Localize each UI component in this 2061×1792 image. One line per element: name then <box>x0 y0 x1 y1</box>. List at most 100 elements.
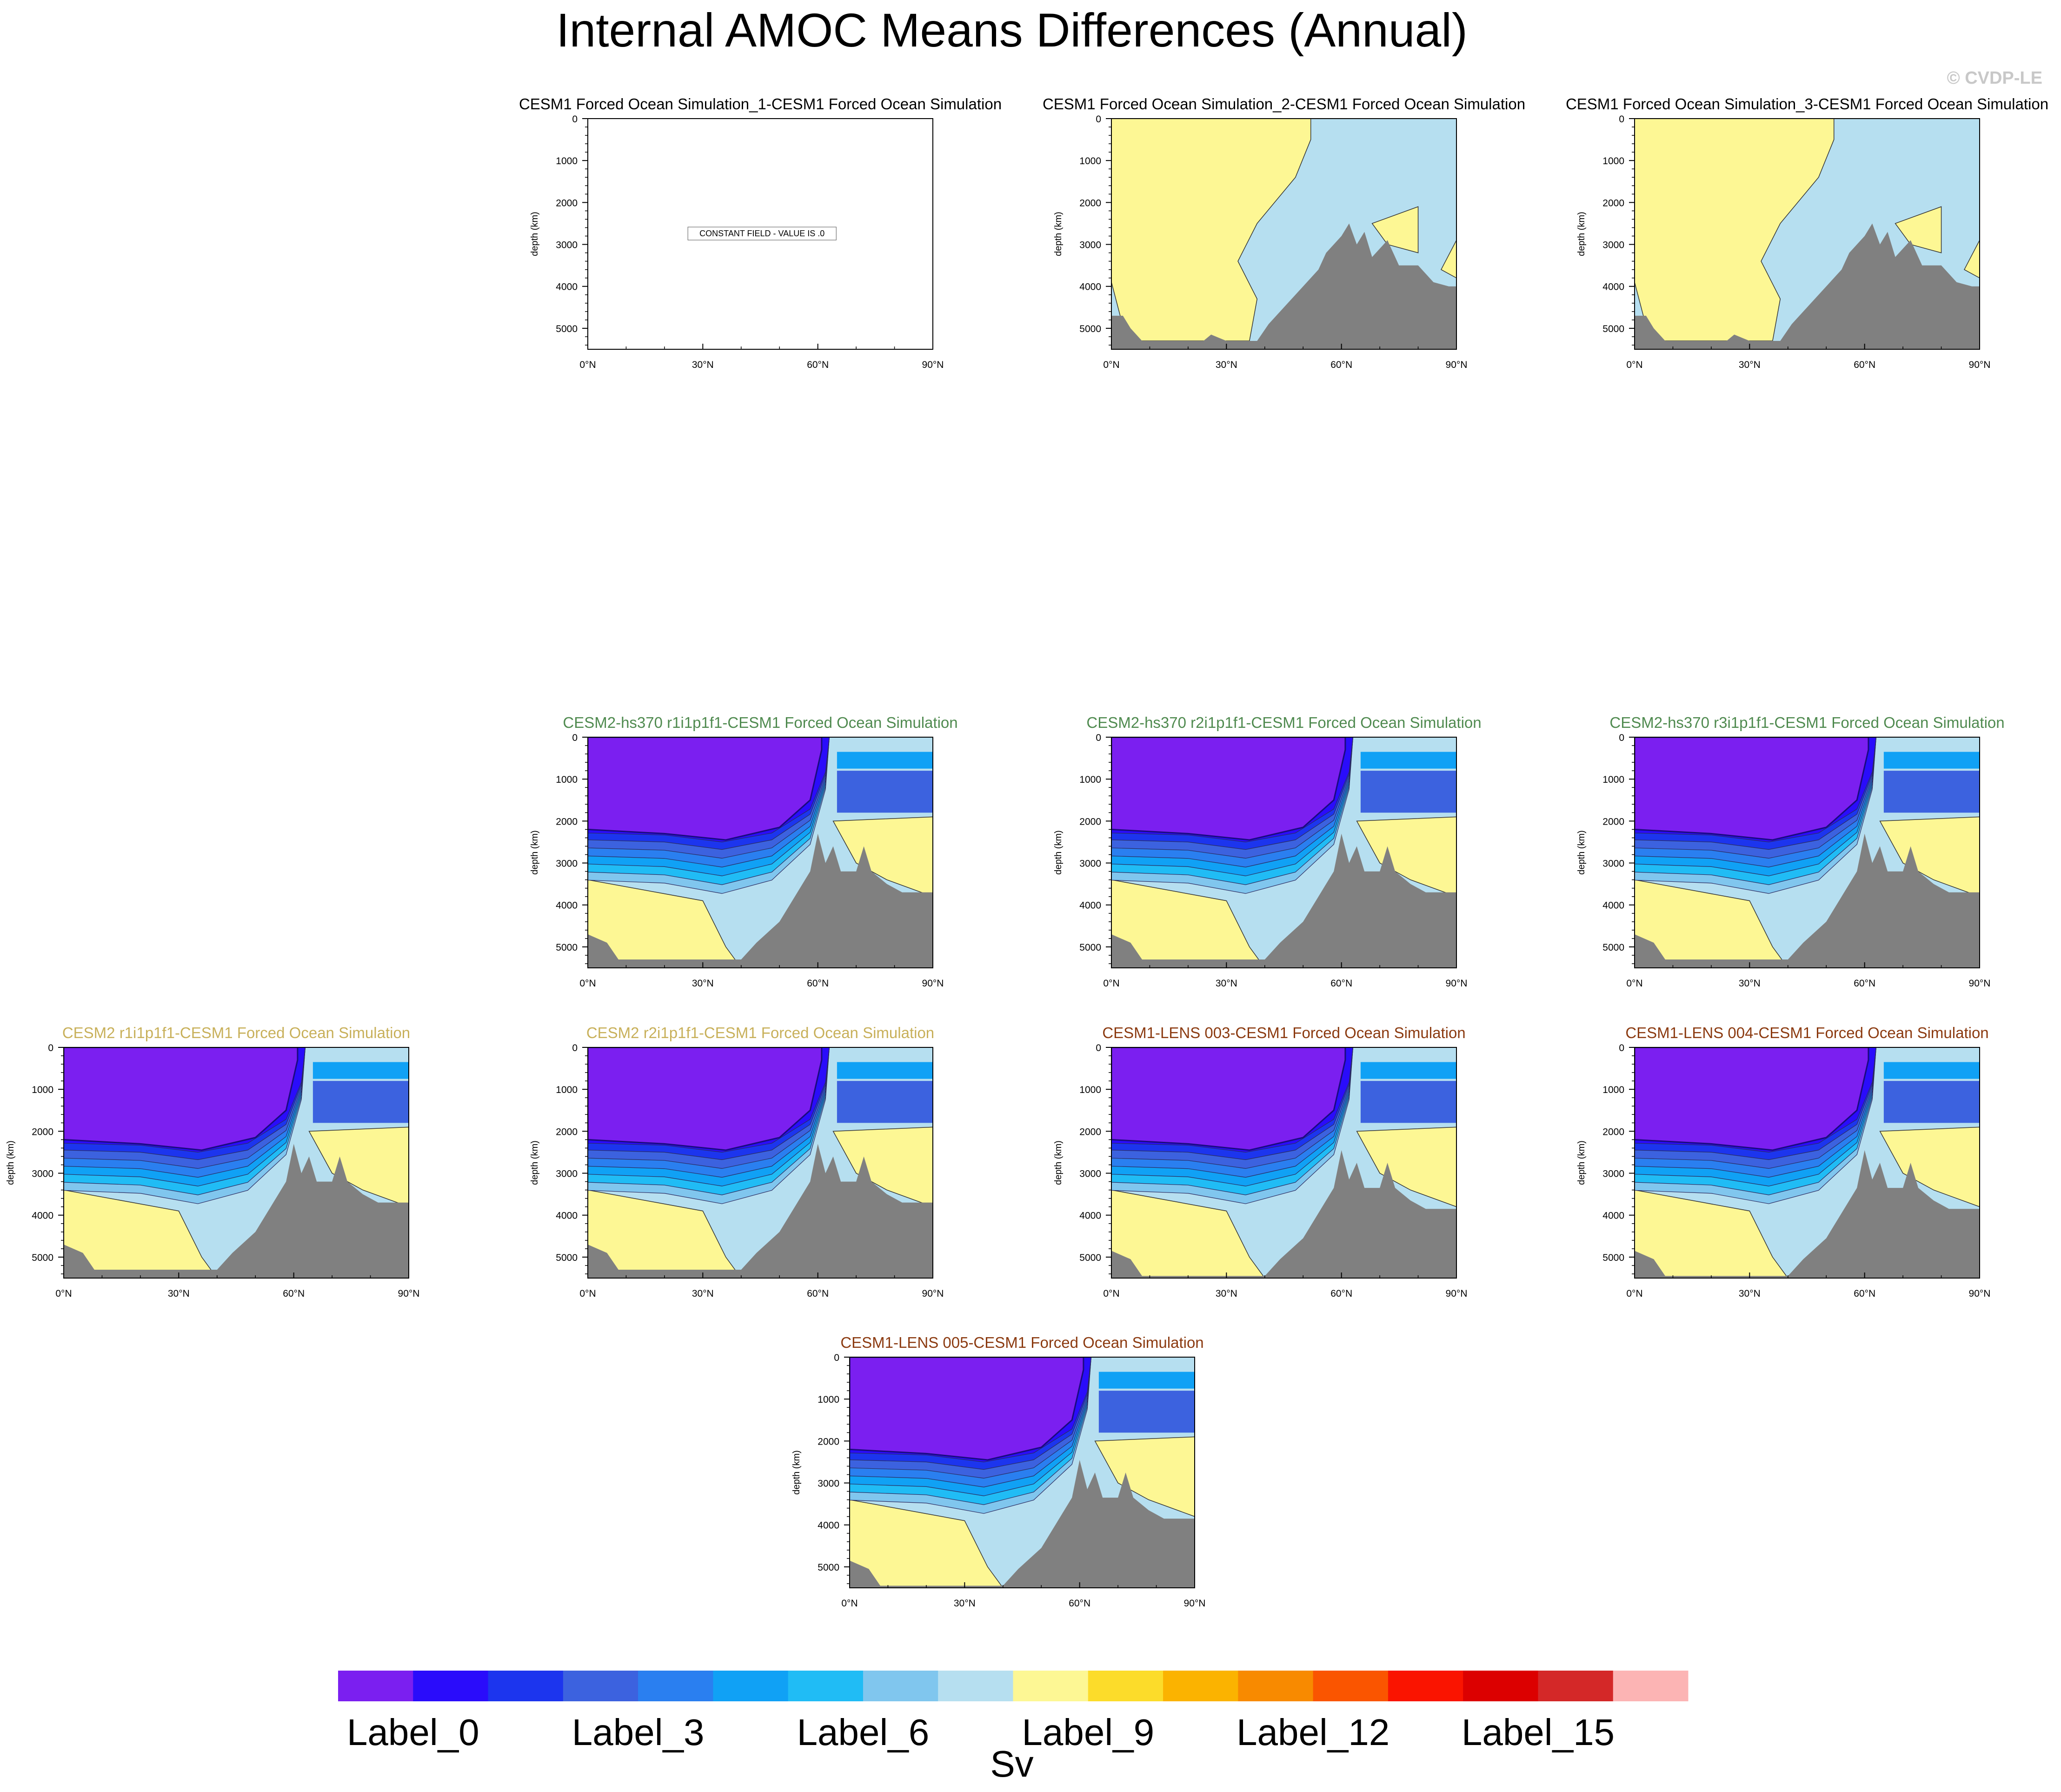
y-tick-label: 3000 <box>556 859 578 869</box>
x-tick-label: 30°N <box>1216 360 1237 370</box>
contour-fill-band <box>312 1081 409 1123</box>
colorbar-swatch <box>488 1671 564 1701</box>
contour-fill-band <box>1098 1372 1195 1389</box>
contour-field <box>588 737 933 968</box>
contour-field <box>64 1047 409 1278</box>
contour-fill-weak-positive <box>1441 240 1456 279</box>
colorbar-swatch <box>713 1671 789 1701</box>
contour-fill-weak-positive <box>588 1189 742 1278</box>
panel: CONSTANT FIELD - VALUE IS .0 CESM1 Forced… <box>519 95 1002 370</box>
y-tick-label: 4000 <box>818 1520 839 1531</box>
x-tick-label: 30°N <box>692 1288 714 1299</box>
colorbar-swatch <box>1538 1671 1614 1701</box>
y-axis-label: depth (km) <box>1053 830 1064 875</box>
contour-fill-band <box>1360 1081 1456 1123</box>
y-axis-label: depth (km) <box>1576 1140 1587 1185</box>
x-tick-label: 60°N <box>1069 1598 1090 1609</box>
plot-frame <box>1634 1047 1980 1279</box>
contour-fill-strong-negative <box>588 737 823 841</box>
y-tick-label: 4000 <box>1602 900 1624 911</box>
x-tick-label: 0°N <box>1626 978 1642 989</box>
x-tick-label: 60°N <box>807 1288 829 1299</box>
contour-field <box>1111 737 1456 968</box>
y-tick-label: 2000 <box>556 1126 578 1137</box>
y-tick-label: 2000 <box>1079 1126 1101 1137</box>
contour-fill-weak-positive <box>850 1499 1004 1588</box>
y-tick-label: 5000 <box>1079 1252 1101 1263</box>
colorbar-label: Label_12 <box>1237 1712 1390 1753</box>
y-tick-label: 5000 <box>556 324 578 334</box>
x-tick-label: 0°N <box>1626 360 1642 370</box>
y-tick-label: 5000 <box>1079 324 1101 334</box>
y-tick-label: 1000 <box>1602 156 1624 167</box>
x-tick-label: 30°N <box>1739 360 1761 370</box>
figure-title: Internal AMOC Means Differences (Annual) <box>556 4 1468 57</box>
contour-fill-weak-positive <box>1879 816 1980 897</box>
colorbar-swatch <box>1238 1671 1314 1701</box>
contour-fill-band <box>837 1062 933 1079</box>
x-tick-label: 60°N <box>283 1288 305 1299</box>
panel: CESM1-LENS 004-CESM1 Forced Ocean Simula… <box>1576 1024 1990 1299</box>
contour-fill-weak-positive <box>1356 1126 1456 1207</box>
x-tick-label: 90°N <box>1446 978 1468 989</box>
panel-grid: CONSTANT FIELD - VALUE IS .0 CESM1 Forced… <box>6 95 2048 1609</box>
y-tick-label: 5000 <box>556 942 578 953</box>
colorbar-units: Sv <box>990 1743 1033 1785</box>
contour-fill-weak-positive <box>1094 1436 1195 1517</box>
y-tick-label: 2000 <box>556 816 578 827</box>
plot-frame <box>1634 118 1980 350</box>
y-axis-label: depth (km) <box>530 830 540 875</box>
plot-frame <box>587 737 933 968</box>
y-tick-label: 0 <box>572 1043 578 1053</box>
x-tick-label: 90°N <box>1446 360 1468 370</box>
x-tick-label: 0°N <box>1103 1288 1119 1299</box>
y-tick-label: 3000 <box>818 1479 839 1489</box>
contour-fill-weak-positive <box>1111 1189 1265 1278</box>
x-tick-label: 30°N <box>168 1288 190 1299</box>
x-tick-label: 30°N <box>954 1598 976 1609</box>
topography-mask <box>1111 223 1456 349</box>
colorbar-swatch <box>788 1671 864 1701</box>
colorbar-swatch <box>1313 1671 1389 1701</box>
y-tick-label: 4000 <box>556 1211 578 1221</box>
plot-frame <box>849 1357 1195 1588</box>
y-tick-label: 1000 <box>1602 1085 1624 1095</box>
plot-frame <box>1111 1047 1457 1279</box>
colorbar-swatch <box>638 1671 713 1701</box>
y-tick-label: 4000 <box>1602 282 1624 293</box>
contour-field <box>1635 1047 1980 1278</box>
y-tick-label: 1000 <box>1079 774 1101 785</box>
x-tick-label: 30°N <box>1216 1288 1237 1299</box>
x-tick-label: 90°N <box>1184 1598 1206 1609</box>
topography-mask <box>64 1144 409 1278</box>
colorbar-label: Label_6 <box>797 1712 930 1753</box>
contour-fill-band <box>1883 1062 1980 1079</box>
contour-fill-weak-positive <box>1895 206 1942 253</box>
x-tick-label: 60°N <box>1854 978 1875 989</box>
y-tick-label: 2000 <box>32 1126 53 1137</box>
constant-field-annotation: CONSTANT FIELD - VALUE IS .0 <box>699 229 824 238</box>
y-tick-label: 1000 <box>1079 1085 1101 1095</box>
contour-fill-strong-negative <box>1635 737 1869 841</box>
contour-fill-weak-positive <box>1635 1189 1788 1278</box>
x-tick-label: 0°N <box>55 1288 72 1299</box>
contour-fill-weak-positive <box>588 879 742 968</box>
panel: CESM1-LENS 005-CESM1 Forced Ocean Simula… <box>791 1334 1205 1609</box>
copyright-label: © CVDP-LE <box>1947 68 2042 88</box>
y-axis-label: depth (km) <box>791 1450 802 1495</box>
topography-mask <box>588 1144 933 1278</box>
contour-fill-weak-positive <box>1111 879 1265 968</box>
contour-field <box>588 1047 933 1278</box>
contour-fill-strong-negative <box>1635 1047 1869 1151</box>
y-tick-label: 3000 <box>1079 1169 1101 1179</box>
y-tick-label: 3000 <box>1079 859 1101 869</box>
contour-fill-strong-negative <box>850 1357 1084 1461</box>
panel: CESM2-hs370 r1i1p1f1-CESM1 Forced Ocean … <box>530 714 958 989</box>
panel-title: CESM2 r2i1p1f1-CESM1 Forced Ocean Simula… <box>586 1024 934 1041</box>
panel: CESM2-hs370 r3i1p1f1-CESM1 Forced Ocean … <box>1576 714 2005 989</box>
contour-field <box>1635 119 1980 349</box>
panel-title: CESM1-LENS 005-CESM1 Forced Ocean Simula… <box>840 1334 1203 1351</box>
colorbar-swatch <box>1163 1671 1238 1701</box>
contour-fill-weak-positive <box>832 816 933 897</box>
contour-fill-strong-negative <box>1111 1047 1346 1151</box>
